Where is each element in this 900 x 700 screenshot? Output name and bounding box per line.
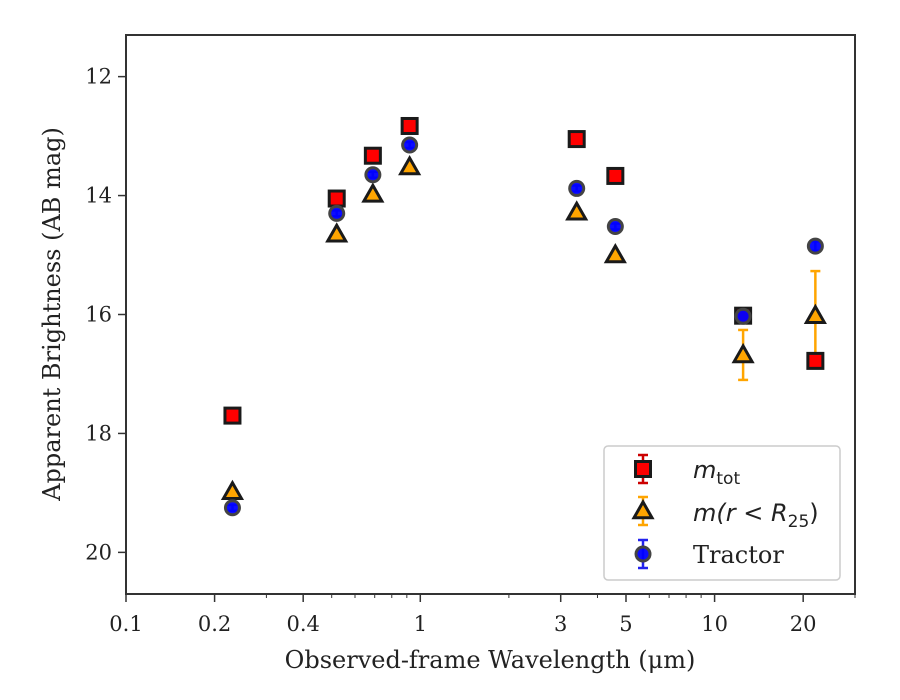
point-mtot	[327, 189, 346, 208]
point-mtot	[363, 146, 382, 165]
y-axis-title: Apparent Brightness (AB mag)	[38, 127, 66, 502]
legend-label-mtot: mtot	[693, 456, 740, 489]
point-mr25	[361, 182, 385, 203]
point-tractor	[734, 307, 752, 325]
x-tick-label: 20	[790, 612, 817, 636]
y-tick-label: 14	[85, 184, 112, 208]
y-tick-label: 16	[85, 303, 112, 327]
x-tick-label: 5	[619, 612, 632, 636]
point-mr25	[803, 303, 827, 324]
legend-marker-mtot	[634, 460, 652, 478]
legend-marker-tractor	[634, 545, 652, 563]
point-mtot	[400, 116, 419, 135]
legend-symbols	[631, 453, 655, 570]
point-tractor	[606, 217, 624, 235]
x-axis-title: Observed-frame Wavelength (μm)	[285, 646, 696, 674]
point-tractor	[223, 499, 241, 517]
point-mtot	[567, 130, 586, 149]
point-mr25	[220, 479, 245, 500]
y-axis-ticks: 12 14 16 18 20	[85, 65, 126, 564]
legend-marker-mr25	[631, 498, 655, 520]
x-axis-ticks: 0.1 0.2 0.4 1 3 5 10 20	[109, 594, 856, 636]
point-tractor	[806, 237, 824, 255]
point-mr25	[603, 243, 627, 264]
point-mtot	[606, 166, 625, 185]
x-tick-label: 0.1	[109, 612, 142, 636]
point-tractor	[568, 179, 586, 197]
legend: mtot m(r < R25) Tractor	[603, 445, 841, 581]
data-marks	[220, 116, 827, 517]
point-tractor	[328, 204, 346, 222]
x-tick-label: 0.2	[198, 612, 231, 636]
x-tick-label: 1	[414, 612, 427, 636]
y-tick-label: 20	[85, 540, 112, 564]
legend-box	[603, 445, 841, 581]
point-mr25	[731, 342, 755, 364]
x-tick-label: 10	[701, 612, 728, 636]
point-mtot	[806, 351, 825, 370]
x-tick-label: 0.4	[286, 612, 319, 636]
point-tractor	[401, 136, 419, 154]
x-tick-label: 3	[554, 612, 567, 636]
point-mr25	[398, 154, 422, 176]
y-tick-label: 18	[85, 421, 112, 445]
point-mr25	[325, 222, 349, 243]
legend-label-tractor: Tractor	[693, 541, 784, 569]
point-tractor	[364, 166, 382, 184]
y-tick-label: 12	[85, 65, 112, 89]
point-mr25	[565, 200, 589, 221]
point-mtot	[223, 406, 242, 425]
legend-label-mr25: m(r < R25)	[693, 499, 819, 532]
